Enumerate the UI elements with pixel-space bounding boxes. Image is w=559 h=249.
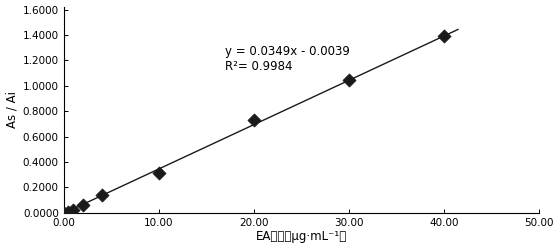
Text: y = 0.0349x - 0.0039
R²= 0.9984: y = 0.0349x - 0.0039 R²= 0.9984: [225, 45, 350, 73]
Point: [64, 210, 73, 214]
Point: [69, 208, 78, 212]
Point: [97, 193, 106, 197]
Y-axis label: As / Ai: As / Ai: [6, 91, 18, 128]
Point: [249, 118, 258, 122]
Point: [154, 172, 163, 176]
Point: [59, 211, 68, 215]
Point: [78, 203, 87, 207]
Point: [344, 77, 353, 81]
X-axis label: EA浓度（μg·mL⁻¹）: EA浓度（μg·mL⁻¹）: [255, 230, 347, 244]
Point: [439, 34, 448, 38]
